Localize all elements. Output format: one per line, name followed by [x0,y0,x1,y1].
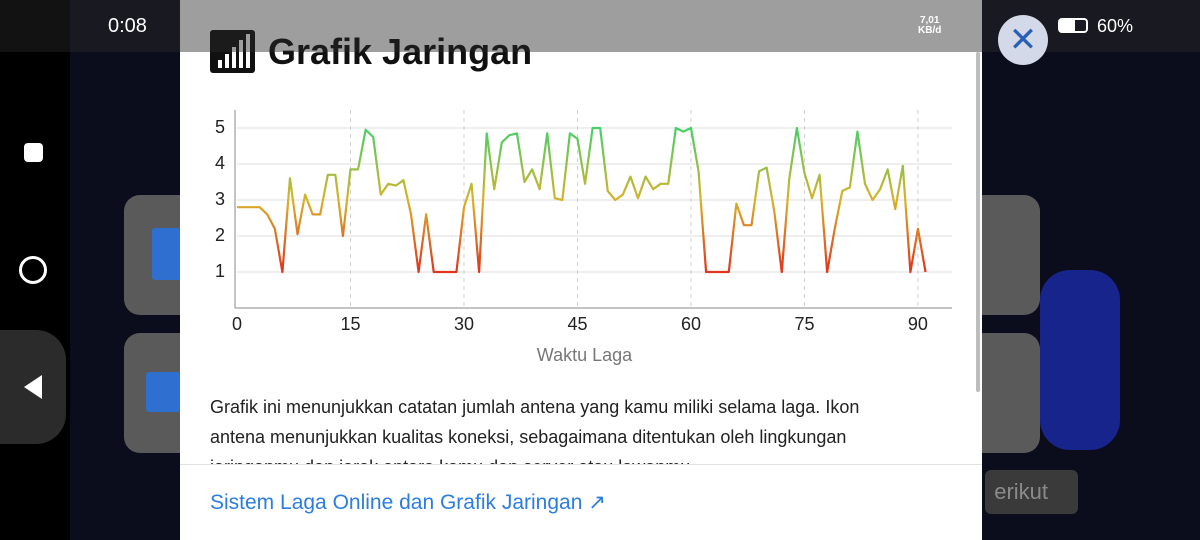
network-line [237,126,927,274]
recents-button[interactable] [24,143,43,162]
help-link[interactable]: Sistem Laga Online dan Grafik Jaringan ↗ [210,491,606,514]
battery-icon [1058,18,1088,33]
y-tick-label: 3 [215,189,225,209]
y-tick-label: 2 [215,225,225,245]
battery-level: 60% [1097,16,1134,36]
network-speed: 7,01 KB/d [918,16,941,36]
y-tick-label: 4 [215,153,225,173]
x-axis-label: Waktu Laga [537,345,633,365]
signal-icon [210,30,255,73]
x-tick-label: 0 [232,314,242,334]
y-tick-label: 1 [215,261,225,281]
card-icon [146,372,182,412]
x-tick-label: 30 [454,314,474,334]
speed-value: 7,01 [919,15,940,26]
back-icon [24,375,42,399]
x-tick-label: 75 [794,314,814,334]
dialog-description: Grafik ini menunjukkan catatan jumlah an… [210,397,860,464]
home-button[interactable] [19,256,47,284]
dialog [180,0,982,540]
y-tick-label: 5 [215,117,225,137]
separator [180,464,982,465]
x-tick-label: 90 [908,314,928,334]
scrollbar [976,52,980,392]
x-tick-label: 45 [567,314,587,334]
clock: 0:08 [108,15,147,37]
x-tick-label: 60 [681,314,701,334]
speed-unit: KB/d [918,25,942,36]
dialog-title: Grafik Jaringan [268,31,533,72]
card-icon [152,228,182,280]
next-button[interactable]: erikut [985,470,1078,514]
close-button[interactable]: ✕ [998,15,1048,65]
bg-shape [1040,270,1120,450]
next-label: erikut [994,479,1048,504]
x-tick-label: 15 [340,314,360,334]
